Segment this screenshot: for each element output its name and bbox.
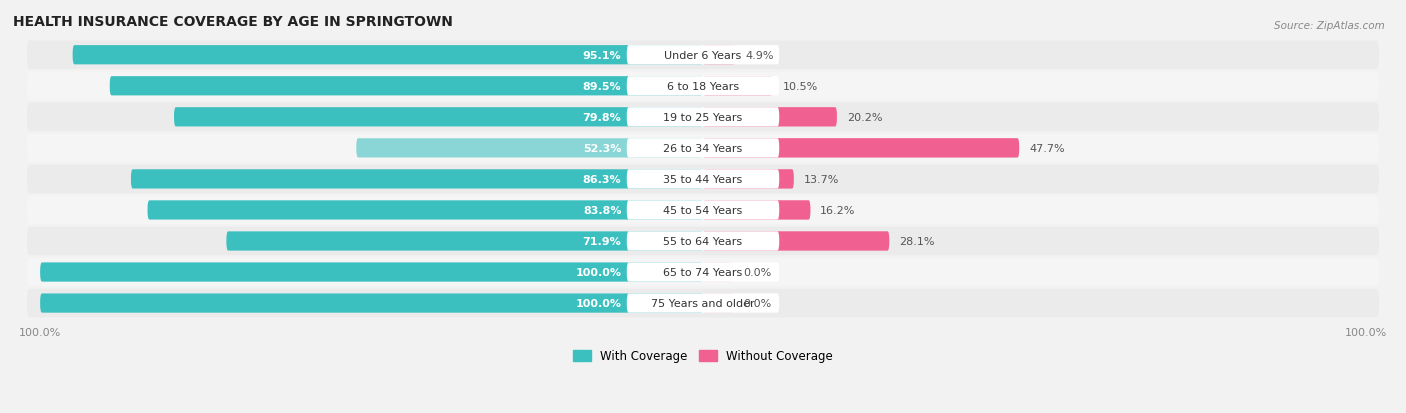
Text: 0.0%: 0.0%: [742, 298, 770, 309]
Text: 13.7%: 13.7%: [804, 174, 839, 185]
FancyBboxPatch shape: [703, 232, 889, 251]
FancyBboxPatch shape: [703, 46, 735, 65]
Text: HEALTH INSURANCE COVERAGE BY AGE IN SPRINGTOWN: HEALTH INSURANCE COVERAGE BY AGE IN SPRI…: [14, 15, 453, 29]
Text: 95.1%: 95.1%: [583, 51, 621, 61]
FancyBboxPatch shape: [27, 41, 1379, 70]
FancyBboxPatch shape: [703, 294, 733, 313]
Text: 16.2%: 16.2%: [820, 205, 856, 216]
FancyBboxPatch shape: [27, 227, 1379, 256]
FancyBboxPatch shape: [27, 165, 1379, 194]
FancyBboxPatch shape: [703, 108, 837, 127]
FancyBboxPatch shape: [703, 139, 1019, 158]
FancyBboxPatch shape: [703, 108, 837, 127]
Text: 86.3%: 86.3%: [583, 174, 621, 185]
FancyBboxPatch shape: [41, 263, 703, 282]
FancyBboxPatch shape: [627, 232, 779, 251]
Text: 75 Years and older: 75 Years and older: [651, 298, 755, 309]
Text: 47.7%: 47.7%: [1029, 143, 1064, 154]
Text: Source: ZipAtlas.com: Source: ZipAtlas.com: [1274, 21, 1385, 31]
FancyBboxPatch shape: [703, 201, 810, 220]
Text: 35 to 44 Years: 35 to 44 Years: [664, 174, 742, 185]
FancyBboxPatch shape: [627, 170, 779, 189]
Text: 89.5%: 89.5%: [583, 82, 621, 92]
FancyBboxPatch shape: [226, 232, 703, 251]
FancyBboxPatch shape: [41, 294, 703, 313]
FancyBboxPatch shape: [703, 170, 794, 189]
FancyBboxPatch shape: [703, 77, 773, 96]
Text: 55 to 64 Years: 55 to 64 Years: [664, 236, 742, 247]
FancyBboxPatch shape: [27, 289, 1379, 318]
FancyBboxPatch shape: [27, 134, 1379, 163]
Text: 71.9%: 71.9%: [582, 236, 621, 247]
FancyBboxPatch shape: [703, 139, 1019, 158]
FancyBboxPatch shape: [110, 77, 703, 96]
Text: 52.3%: 52.3%: [583, 143, 621, 154]
FancyBboxPatch shape: [627, 46, 779, 65]
Text: 26 to 34 Years: 26 to 34 Years: [664, 143, 742, 154]
Text: 4.9%: 4.9%: [745, 51, 773, 61]
FancyBboxPatch shape: [703, 232, 889, 251]
FancyBboxPatch shape: [356, 139, 703, 158]
FancyBboxPatch shape: [27, 72, 1379, 101]
FancyBboxPatch shape: [131, 170, 703, 189]
Text: 0.0%: 0.0%: [742, 267, 770, 278]
Text: Under 6 Years: Under 6 Years: [665, 51, 741, 61]
Text: 79.8%: 79.8%: [582, 113, 621, 123]
FancyBboxPatch shape: [27, 196, 1379, 225]
FancyBboxPatch shape: [174, 108, 703, 127]
FancyBboxPatch shape: [627, 139, 779, 158]
FancyBboxPatch shape: [627, 201, 779, 220]
Text: 19 to 25 Years: 19 to 25 Years: [664, 113, 742, 123]
FancyBboxPatch shape: [703, 170, 794, 189]
Text: 83.8%: 83.8%: [583, 205, 621, 216]
Text: 10.5%: 10.5%: [783, 82, 818, 92]
FancyBboxPatch shape: [627, 77, 779, 96]
FancyBboxPatch shape: [627, 108, 779, 127]
FancyBboxPatch shape: [627, 263, 779, 282]
FancyBboxPatch shape: [703, 46, 735, 65]
Text: 65 to 74 Years: 65 to 74 Years: [664, 267, 742, 278]
Text: 100.0%: 100.0%: [575, 267, 621, 278]
FancyBboxPatch shape: [703, 201, 810, 220]
Text: 6 to 18 Years: 6 to 18 Years: [666, 82, 740, 92]
FancyBboxPatch shape: [703, 77, 773, 96]
FancyBboxPatch shape: [703, 263, 733, 282]
FancyBboxPatch shape: [27, 258, 1379, 287]
FancyBboxPatch shape: [627, 294, 779, 313]
Legend: With Coverage, Without Coverage: With Coverage, Without Coverage: [568, 345, 838, 367]
Text: 45 to 54 Years: 45 to 54 Years: [664, 205, 742, 216]
FancyBboxPatch shape: [148, 201, 703, 220]
Text: 20.2%: 20.2%: [846, 113, 883, 123]
Text: 28.1%: 28.1%: [900, 236, 935, 247]
Text: 100.0%: 100.0%: [575, 298, 621, 309]
FancyBboxPatch shape: [73, 46, 703, 65]
FancyBboxPatch shape: [27, 103, 1379, 132]
